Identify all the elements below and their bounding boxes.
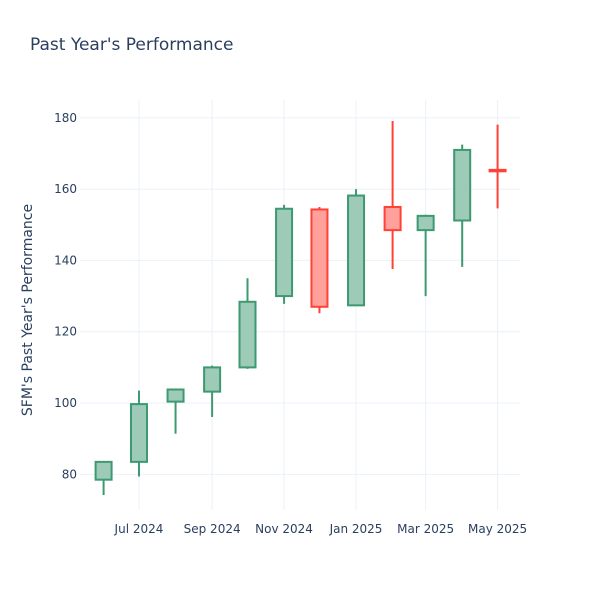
x-tick-label: Sep 2024 [184, 522, 241, 536]
candles [94, 121, 507, 496]
candle-body [347, 194, 366, 307]
candle [416, 214, 435, 297]
x-tick-label: Jul 2024 [114, 522, 164, 536]
candle-body [488, 168, 507, 173]
y-tick-label: 80 [62, 467, 77, 481]
candle-body [166, 388, 185, 403]
candle-body [453, 148, 472, 222]
candle [238, 278, 257, 369]
candle-body [383, 205, 402, 232]
y-tick-label: 160 [54, 182, 77, 196]
x-tick-label: Nov 2024 [255, 522, 313, 536]
y-tick-label: 140 [54, 253, 77, 267]
candle [488, 124, 507, 209]
y-tick-label: 100 [54, 396, 77, 410]
x-tick-label: May 2025 [468, 522, 527, 536]
y-axis-label: SFM's Past Year's Performance [20, 204, 36, 416]
candle [94, 460, 113, 496]
y-tick-label: 180 [54, 111, 77, 125]
candle [275, 204, 294, 304]
candle [453, 144, 472, 267]
candle [129, 390, 148, 477]
x-tick-label: Mar 2025 [397, 522, 454, 536]
y-tick-label: 120 [54, 325, 77, 339]
candle-body [129, 403, 148, 463]
candle [347, 189, 366, 307]
candle-body [275, 207, 294, 298]
candle [203, 365, 222, 417]
candle-body [416, 214, 435, 232]
axis-ticks: 80 100 120 140 160 180 Jul 2024 Sep 2024 Nov 202… [54, 111, 527, 536]
chart-title: Past Year's Performance [30, 35, 234, 55]
x-tick-label: Jan 2025 [329, 522, 383, 536]
candle-body [94, 460, 113, 481]
candle-body [238, 300, 257, 369]
candle-body [310, 208, 329, 308]
candle-body [203, 366, 222, 393]
candle [383, 121, 402, 269]
candle [310, 206, 329, 314]
candle [166, 388, 185, 434]
